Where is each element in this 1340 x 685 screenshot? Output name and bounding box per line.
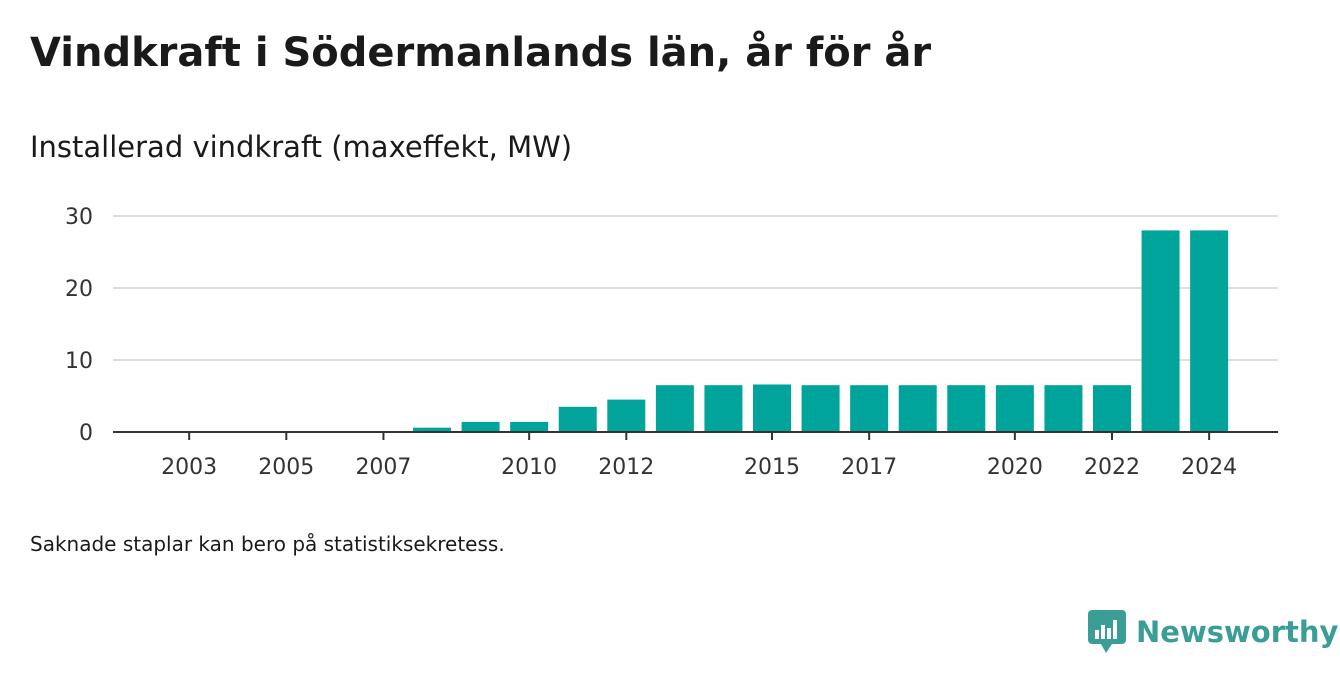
bar-2016 (801, 385, 840, 432)
x-tick-label: 2024 (1181, 455, 1237, 480)
x-tick-label: 2015 (744, 455, 800, 480)
y-tick-label: 20 (65, 277, 93, 302)
bar-2017 (850, 385, 889, 432)
bars (413, 230, 1229, 432)
footnote: Saknade staplar kan bero på statistiksek… (30, 532, 505, 556)
bar-2020 (995, 385, 1034, 432)
chart-subtitle: Installerad vindkraft (maxeffekt, MW) (30, 130, 573, 164)
x-tick-label: 2007 (355, 455, 411, 480)
x-tick-label: 2020 (987, 455, 1043, 480)
x-tick-label: 2017 (841, 455, 897, 480)
x-tick-label: 2005 (258, 455, 314, 480)
x-tick-label: 2012 (598, 455, 654, 480)
y-tick-label: 30 (65, 205, 93, 230)
x-axis-ticks: 2003 2005 2007 2010 2012 2015 2017 2020 2022 2024 (161, 432, 1237, 480)
bar-2024 (1190, 230, 1229, 432)
bar-2015 (753, 384, 792, 432)
x-tick-label: 2010 (501, 455, 557, 480)
bar-2019 (947, 385, 986, 432)
bar-2018 (898, 385, 937, 432)
bar-2011 (558, 406, 597, 432)
y-tick-label: 10 (65, 349, 93, 374)
bar-2013 (655, 385, 694, 432)
brand-name: Newsworthy (1136, 615, 1339, 649)
brand-logo: Newsworthy (1088, 610, 1338, 654)
bar-2012 (607, 399, 646, 432)
bar-2009 (461, 421, 500, 432)
bar-2023 (1141, 230, 1180, 432)
gridlines (113, 215, 1278, 361)
x-tick-label: 2022 (1084, 455, 1140, 480)
bar-2010 (510, 421, 549, 432)
bar-2014 (704, 385, 743, 432)
bar-2022 (1093, 385, 1131, 432)
bar-chart: 0 10 20 30 2003 2005 2007 2010 2012 2015 2017 2020… (65, 205, 1278, 480)
y-tick-label: 0 (79, 421, 93, 446)
x-tick-label: 2003 (161, 455, 217, 480)
chart-title: Vindkraft i Södermanlands län, år för år (30, 30, 932, 76)
y-axis-ticks: 0 10 20 30 (65, 205, 93, 446)
bar-2021 (1044, 385, 1083, 432)
bar-2008 (413, 427, 452, 432)
newsworthy-logo-icon (1088, 610, 1126, 653)
